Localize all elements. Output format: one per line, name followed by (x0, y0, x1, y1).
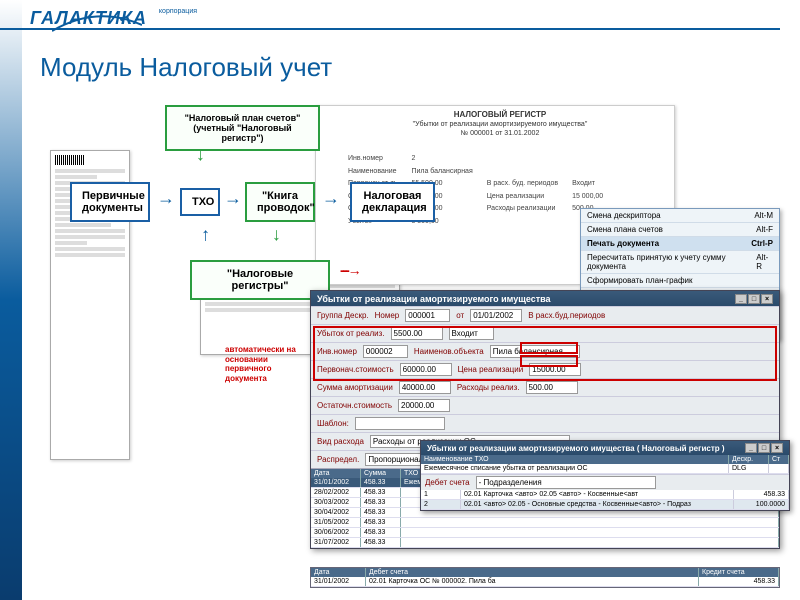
page-title: Модуль Налоговый учет (40, 52, 332, 83)
brand-logo: ГАЛАКТИКА корпорация (30, 8, 147, 29)
highlight-box (520, 342, 578, 354)
inner-window: Убытки от реализации амортизируемого иму… (420, 440, 790, 511)
col: Сумма (361, 469, 401, 478)
ctx-item-selected[interactable]: Печать документаCtrl-P (581, 237, 779, 251)
arrow-icon: → (322, 188, 340, 209)
lbl: Шаблон: (317, 419, 349, 428)
box-txo: ТХО (180, 188, 220, 216)
ctx-item[interactable]: Пересчитать принятую к учету сумму докум… (581, 251, 779, 274)
close-icon[interactable]: × (771, 443, 783, 453)
col: Дата (311, 469, 361, 478)
lbl: Остаточн.стоимость (317, 401, 392, 410)
inner-row[interactable]: 102.01 Карточка <авто> 02.05 <авто> - Ко… (421, 490, 789, 500)
window-title: Убытки от реализации амортизируемого иму… (317, 294, 551, 304)
arrow-down-icon: → (193, 147, 214, 165)
register-num: № 000001 от 31.01.2002 (350, 130, 650, 137)
ctx-item[interactable]: Смена плана счетовAlt-F (581, 223, 779, 237)
grid-row[interactable]: 30/06/2002458.33 (311, 528, 779, 538)
expense-field[interactable] (526, 381, 578, 394)
lbl: Расходы реализ. (457, 383, 520, 392)
grid-row[interactable]: 31/07/2002458.33 (311, 538, 779, 548)
col: Дебет счета (366, 568, 699, 577)
inner-row[interactable]: Ежемесячное списание убытка от реализаци… (421, 464, 789, 474)
max-icon[interactable]: □ (758, 443, 770, 453)
box-decl: Налоговая декларация (350, 182, 435, 222)
lbl: Группа Дескр. (317, 311, 369, 320)
ctx-item[interactable]: Смена дескриптораAlt-M (581, 209, 779, 223)
remain-field[interactable] (398, 399, 450, 412)
arrow-icon: → (157, 188, 175, 209)
col: Ст (769, 455, 789, 464)
col: Кредит счета (699, 568, 779, 577)
lbl: Сумма амортизации (317, 383, 393, 392)
register-subtitle: "Убытки от реализации амортизируемого им… (350, 121, 650, 128)
box-plan: "Налоговый план счетов" (учетный "Налого… (165, 105, 320, 151)
grid-row[interactable]: 31/01/200202.01 Карточка ОС № 000002. Пи… (311, 577, 779, 587)
date-field[interactable] (470, 309, 522, 322)
register-title: НАЛОГОВЫЙ РЕГИСТР (350, 110, 650, 119)
close-icon[interactable]: × (761, 294, 773, 304)
box-primary: Первичные документы (70, 182, 150, 222)
box-book: "Книга проводок" (245, 182, 315, 222)
arrow-icon: → (224, 188, 242, 209)
amort-field[interactable] (399, 381, 451, 394)
col: Дата (311, 568, 366, 577)
template-field[interactable] (355, 417, 445, 430)
arrow-down-icon: → (269, 227, 290, 245)
num-field[interactable] (405, 309, 450, 322)
brand-sub: корпорация (159, 8, 197, 15)
arrow-up-icon: → (193, 227, 214, 245)
grid-row[interactable]: 31/05/2002458.33 (311, 518, 779, 528)
inner-row[interactable]: 202.01 <авто> 02.05 - Основные средства … (421, 500, 789, 510)
min-icon[interactable]: _ (735, 294, 747, 304)
register-header: НАЛОГОВЫЙ РЕГИСТР "Убытки от реализации … (350, 110, 650, 137)
ctx-item[interactable]: Сформировать план-график (581, 274, 779, 288)
bottom-grid: ДатаДебет счетаКредит счета 31/01/200202… (310, 567, 780, 588)
arrow-dashed-icon: - - - → (340, 262, 359, 278)
window-titlebar: Убытки от реализации амортизируемого иму… (311, 291, 779, 306)
min-icon[interactable]: _ (745, 443, 757, 453)
max-icon[interactable]: □ (748, 294, 760, 304)
inner-title: Убытки от реализации амортизируемого иму… (427, 444, 725, 453)
red-annotation: автоматически на основании первичного до… (225, 345, 305, 383)
col: Дескр. (729, 455, 769, 464)
box-registers: "Налоговые регистры" (190, 260, 330, 300)
subaccount-field[interactable] (476, 476, 656, 489)
lbl: Распредел. (317, 455, 359, 464)
lbl: Вид расхода (317, 437, 364, 446)
lbl: Дебет счета (425, 478, 470, 487)
highlight-box (520, 355, 578, 367)
col: Наименование ТХО (421, 455, 729, 464)
